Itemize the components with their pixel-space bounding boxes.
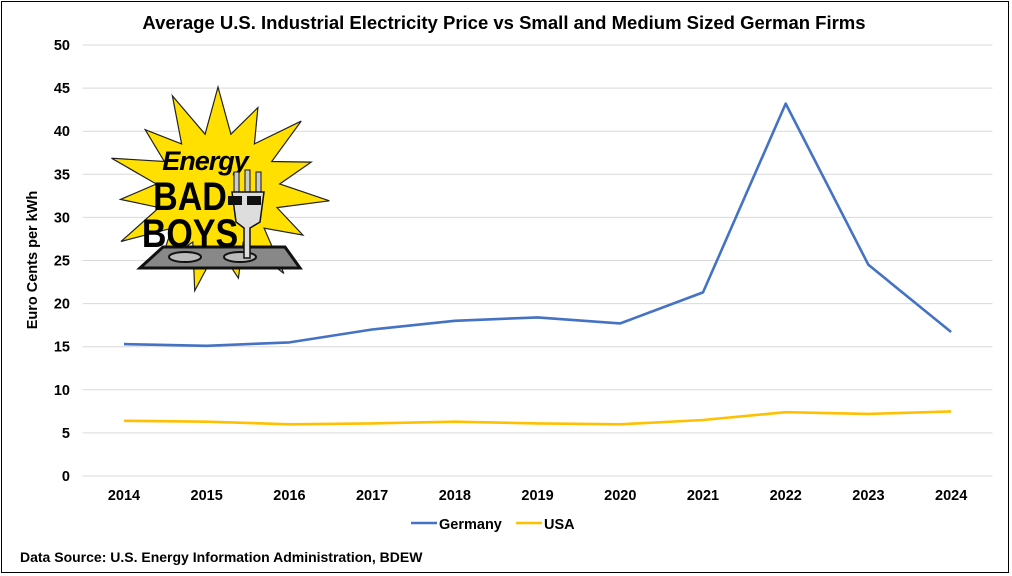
energy-bad-boys-logo: Energy BAD BOYS bbox=[111, 84, 330, 294]
svg-text:BAD: BAD bbox=[153, 173, 227, 218]
x-tick-label: 2014 bbox=[108, 488, 140, 504]
x-tick-label: 2015 bbox=[191, 488, 223, 504]
data-source-note: Data Source: U.S. Energy Information Adm… bbox=[20, 549, 423, 565]
x-tick-label: 2024 bbox=[935, 488, 967, 504]
x-tick-label: 2017 bbox=[356, 488, 388, 504]
y-tick-label: 5 bbox=[62, 426, 70, 442]
x-tick-label: 2020 bbox=[604, 488, 636, 504]
y-tick-label: 45 bbox=[54, 81, 70, 97]
y-tick-label: 10 bbox=[54, 383, 70, 399]
y-tick-label: 15 bbox=[54, 340, 70, 356]
svg-text:Energy: Energy bbox=[162, 146, 251, 176]
series-line-usa bbox=[123, 410, 952, 426]
svg-text:BOYS: BOYS bbox=[142, 210, 238, 255]
y-tick-label: 40 bbox=[54, 124, 70, 140]
y-tick-label: 20 bbox=[54, 297, 70, 313]
x-tick-label: 2018 bbox=[439, 488, 471, 504]
y-tick-label: 50 bbox=[54, 38, 70, 54]
series-lines bbox=[123, 102, 952, 426]
legend-label-usa: USA bbox=[544, 517, 575, 533]
y-tick-label: 0 bbox=[62, 469, 70, 485]
x-tick-label: 2019 bbox=[521, 488, 553, 504]
x-tick-labels: 2014 2015 2016 2017 2018 2019 2020 2021 2022 2023… bbox=[108, 488, 967, 504]
x-tick-label: 2016 bbox=[273, 488, 305, 504]
y-tick-label: 30 bbox=[54, 210, 70, 226]
x-tick-label: 2023 bbox=[852, 488, 884, 504]
x-tick-label: 2022 bbox=[770, 488, 802, 504]
legend: Germany USA bbox=[411, 517, 575, 533]
legend-label-germany: Germany bbox=[439, 517, 502, 533]
x-tick-label: 2021 bbox=[687, 488, 719, 504]
y-tick-label: 25 bbox=[54, 254, 70, 270]
y-axis-label: Euro Cents per kWh bbox=[25, 191, 41, 330]
chart-title: Average U.S. Industrial Electricity Pric… bbox=[142, 12, 865, 33]
y-tick-label: 35 bbox=[54, 167, 70, 183]
y-tick-labels: 0 5 10 15 20 25 30 35 40 45 50 bbox=[54, 38, 70, 485]
